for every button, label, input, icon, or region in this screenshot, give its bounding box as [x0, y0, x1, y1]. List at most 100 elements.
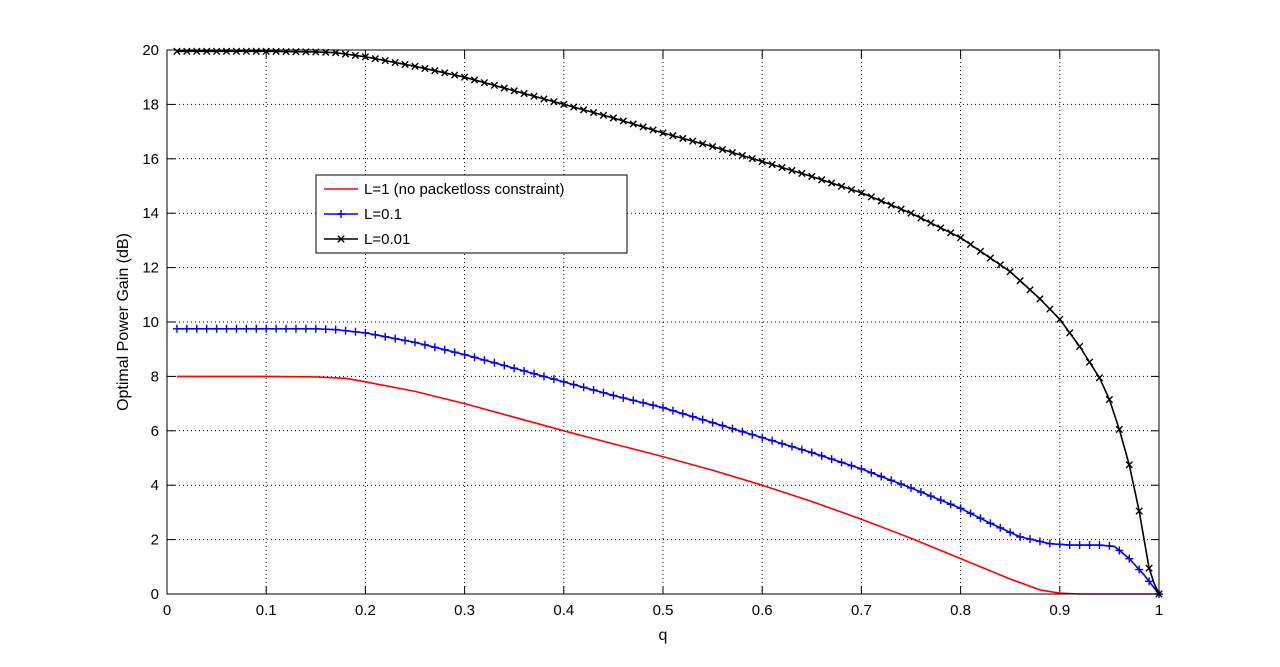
data-point-marker: [996, 261, 1004, 269]
data-point-marker: [540, 95, 548, 103]
data-point-marker: [946, 500, 955, 509]
data-point-marker: [589, 108, 598, 117]
data-point-marker: [818, 176, 826, 184]
data-point-marker: [927, 219, 935, 227]
x-tick-label: 1: [1155, 602, 1163, 619]
data-point-marker: [500, 361, 509, 370]
data-point-marker: [688, 412, 697, 421]
data-point-marker: [242, 47, 251, 56]
data-point-marker: [1125, 554, 1134, 563]
data-point-marker: [401, 336, 410, 345]
data-point-marker: [718, 421, 727, 430]
data-point-marker: [768, 436, 777, 445]
data-point-marker: [857, 189, 866, 197]
data-point-marker: [1135, 507, 1143, 515]
data-point-marker: [1095, 374, 1104, 382]
data-point-marker: [1075, 342, 1084, 351]
data-point-marker: [272, 324, 281, 333]
data-point-marker: [1125, 461, 1133, 469]
data-point-marker: [401, 60, 409, 69]
series-line: [176, 375, 1159, 595]
data-point-marker: [867, 193, 876, 201]
data-point-marker: [411, 62, 419, 71]
data-point-marker: [966, 240, 975, 249]
data-point-marker: [420, 340, 429, 349]
data-point-marker: [391, 334, 400, 343]
data-point-marker: [689, 137, 697, 145]
legend-box: [315, 174, 628, 254]
data-point-marker: [579, 383, 588, 392]
data-point-marker: [560, 100, 568, 109]
data-point-marker: [966, 509, 975, 518]
data-point-marker: [351, 51, 360, 60]
legend-marker: [337, 235, 345, 243]
data-point-marker: [797, 445, 806, 454]
data-point-marker: [242, 324, 251, 333]
x-tick-label: 0.9: [1049, 602, 1070, 619]
series-layer: [172, 47, 1163, 598]
legend-item: L=1 (no packetloss constraint): [324, 181, 565, 198]
data-point-marker: [788, 166, 796, 175]
data-point-marker: [421, 64, 429, 73]
data-point-marker: [639, 123, 647, 131]
data-point-marker: [579, 106, 588, 114]
data-point-marker: [728, 148, 737, 157]
data-point-marker: [857, 464, 866, 473]
data-point-marker: [371, 55, 380, 63]
data-point-marker: [1115, 425, 1124, 434]
legend-label: L=0.01: [364, 231, 410, 248]
data-point-marker: [430, 343, 439, 352]
data-point-marker: [698, 415, 707, 424]
data-point-marker: [361, 328, 370, 337]
data-point-marker: [649, 126, 657, 134]
x-axis-label: q: [659, 627, 668, 644]
y-tick-label: 0: [151, 586, 159, 603]
data-point-marker: [1066, 329, 1074, 337]
data-point-marker: [530, 369, 539, 378]
data-point-marker: [808, 172, 816, 181]
data-point-marker: [321, 325, 330, 334]
data-point-marker: [441, 69, 449, 77]
data-point-marker: [301, 324, 310, 333]
y-tick-label: 2: [151, 532, 159, 549]
data-point-marker: [937, 224, 945, 232]
y-tick-label: 6: [151, 423, 159, 440]
data-point-marker: [262, 47, 270, 56]
data-point-marker: [212, 324, 221, 333]
data-point-marker: [847, 185, 856, 194]
data-point-marker: [887, 201, 895, 209]
data-point-marker: [907, 483, 915, 492]
legend-label: L=1 (no packetloss constraint): [364, 181, 565, 198]
data-point-marker: [817, 451, 826, 460]
data-point-marker: [183, 47, 191, 56]
data-point-marker: [1105, 395, 1114, 404]
data-point-marker: [510, 87, 518, 95]
y-tick-label: 8: [151, 368, 159, 385]
data-point-marker: [549, 375, 558, 384]
data-point-marker: [252, 324, 261, 333]
data-point-marker: [748, 154, 756, 163]
data-point-marker: [232, 47, 241, 56]
data-point-marker: [539, 372, 548, 381]
x-tick-label: 0: [163, 602, 171, 619]
data-point-marker: [1016, 532, 1025, 541]
data-point-marker: [758, 157, 766, 166]
data-point-marker: [619, 393, 628, 402]
data-point-marker: [847, 461, 856, 470]
data-point-marker: [450, 71, 459, 79]
data-point-marker: [629, 396, 638, 405]
data-point-marker: [837, 458, 846, 467]
data-point-marker: [668, 406, 677, 415]
data-point-marker: [262, 324, 271, 333]
data-point-marker: [212, 47, 221, 56]
data-point-marker: [907, 209, 915, 217]
data-point-marker: [738, 427, 747, 436]
axis-ticks: 0 0.1 0.2 0.3 0.4 0.5 0.6 0.7 0.8 0.9 102468101214…: [142, 42, 1163, 619]
y-axis-label: Optimal Power Gain (dB): [115, 233, 132, 411]
data-point-marker: [1105, 541, 1114, 550]
data-point-marker: [1085, 358, 1094, 366]
x-tick-label: 0.6: [752, 602, 773, 619]
data-point-marker: [1145, 564, 1153, 572]
data-point-marker: [500, 84, 508, 92]
x-tick-label: 0.5: [653, 602, 674, 619]
